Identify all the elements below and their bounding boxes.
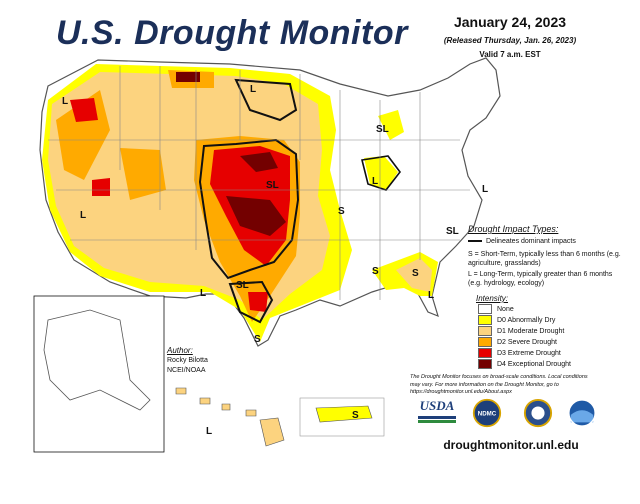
puerto-rico-shape xyxy=(315,405,373,423)
label-l-texas: L xyxy=(200,288,206,299)
usda-logo: USDA xyxy=(418,398,456,428)
intensity-legend-title: Intensity: xyxy=(476,294,509,303)
release-date: (Released Thursday, Jan. 26, 2023) xyxy=(443,36,577,45)
legend-d3: D3 Extreme Drought xyxy=(478,348,561,358)
impact-legend-title: Drought Impact Types: xyxy=(468,224,559,234)
impact-boundary-ohio xyxy=(361,155,402,191)
label-l-oregon: L xyxy=(62,96,68,107)
d0-ohio xyxy=(364,156,398,190)
map-title: U.S. Drought Monitor xyxy=(56,14,408,52)
label-s-southeast-2: S xyxy=(412,268,419,279)
noaa-logo-icon xyxy=(568,399,596,427)
label-l-east: L xyxy=(482,184,488,195)
label-l-ohio: L xyxy=(372,176,378,187)
label-s-kansas: S xyxy=(338,206,345,217)
author-title: Author: xyxy=(167,346,193,355)
monitor-note: The Drought Monitor focuses on broad-sca… xyxy=(410,374,588,395)
impact-line-icon xyxy=(468,240,482,243)
state-lines xyxy=(48,66,470,300)
legend-d2: D2 Severe Drought xyxy=(478,337,557,347)
label-sl-carolinas: SL xyxy=(446,226,459,237)
map-date: January 24, 2023 xyxy=(453,14,567,30)
d4-montana xyxy=(176,72,200,82)
legend-d1: D1 Moderate Drought xyxy=(478,326,564,336)
legend-d4: D4 Exceptional Drought xyxy=(478,359,571,369)
label-sl-michigan: SL xyxy=(376,124,389,135)
legend-none: None xyxy=(478,304,514,314)
swatch-none xyxy=(478,304,492,314)
swatch-d1 xyxy=(478,326,492,336)
valid-time: Valid 7 a.m. EST xyxy=(479,50,541,59)
hawaii-islands xyxy=(175,387,285,447)
d4-nebraska xyxy=(240,152,278,172)
alaska-shape xyxy=(43,309,151,411)
impact-boundary-north xyxy=(234,78,298,122)
label-l-california: L xyxy=(80,210,86,221)
author-name: Rocky Bilotta xyxy=(167,357,208,364)
impact-delineates: Delineates dominant impacts xyxy=(468,237,628,246)
impact-long-term: L = Long-Term, typically greater than 6 … xyxy=(468,271,613,287)
website-url[interactable]: droughtmonitor.unl.edu xyxy=(443,438,579,452)
label-l-hawaii: L xyxy=(206,426,212,437)
label-s-southeast-1: S xyxy=(372,266,379,277)
label-sl-texas: SL xyxy=(236,280,249,291)
label-l-north: L xyxy=(250,84,256,95)
ndmc-logo: NDMC xyxy=(472,398,502,428)
swatch-d3 xyxy=(478,348,492,358)
d1-southeast xyxy=(396,258,432,292)
swatch-d4 xyxy=(478,359,492,369)
impact-boundary-texas xyxy=(228,280,274,324)
label-l-florida: L xyxy=(428,290,434,301)
author-org: NCEI/NOAA xyxy=(167,367,206,374)
swatch-d0 xyxy=(478,315,492,325)
d3-texas xyxy=(248,292,268,312)
label-s-south-texas: S xyxy=(254,334,261,345)
commerce-seal-icon xyxy=(523,398,553,428)
impact-short-term: S = Short-Term, typically less than 6 mo… xyxy=(468,251,621,267)
d0-michigan xyxy=(378,110,404,140)
legend-d0: D0 Abnormally Dry xyxy=(478,315,555,325)
label-sl-plains: SL xyxy=(266,180,279,191)
d4-kansas xyxy=(226,196,286,236)
svg-text:NDMC: NDMC xyxy=(478,411,497,418)
d3-oregon xyxy=(70,98,98,122)
d3-nevada xyxy=(92,178,110,196)
label-s-puerto-rico: S xyxy=(352,410,359,421)
d2-nevada xyxy=(120,148,166,200)
swatch-d2 xyxy=(478,337,492,347)
